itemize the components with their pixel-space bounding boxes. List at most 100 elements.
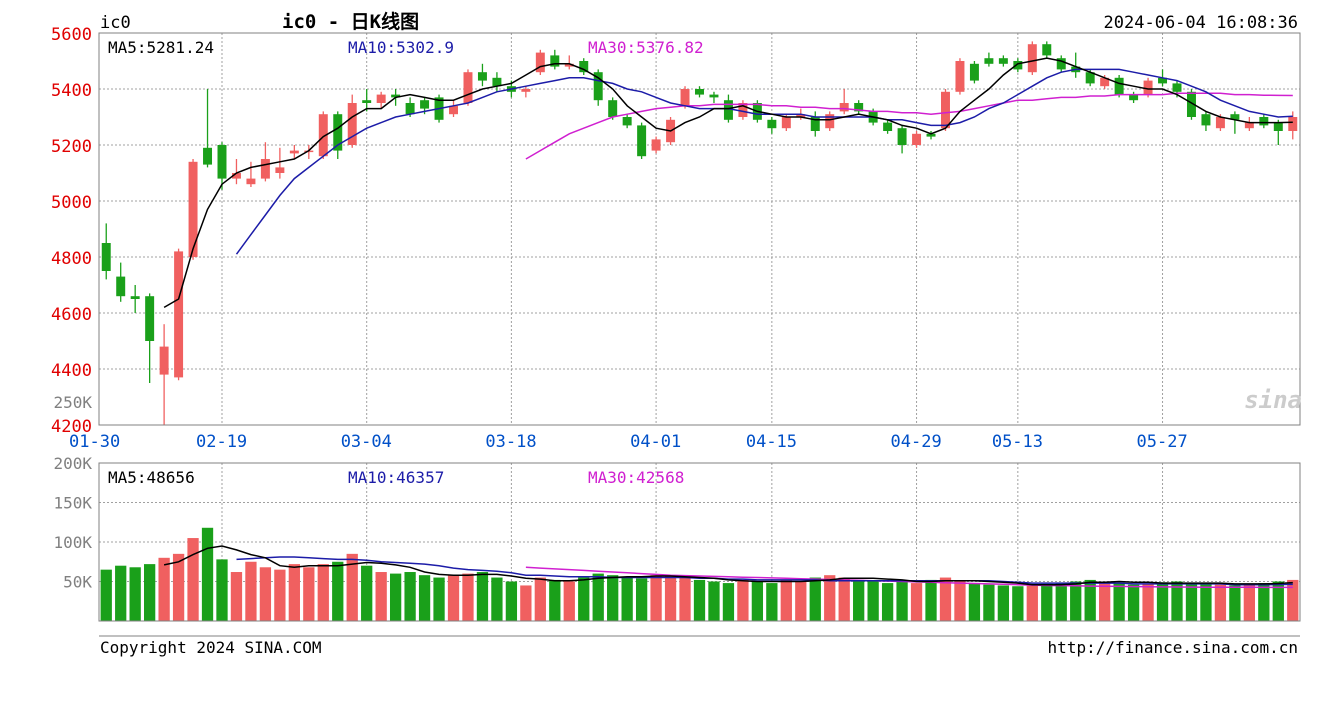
price-ma30-legend: MA30:5376.82 bbox=[588, 38, 704, 57]
candle-body bbox=[1013, 61, 1023, 70]
volume-bar bbox=[259, 567, 272, 621]
volume-bar bbox=[549, 579, 561, 621]
candle-body bbox=[260, 159, 270, 179]
volume-ma5-legend: MA5:48656 bbox=[108, 468, 195, 487]
volume-bar bbox=[1113, 583, 1125, 621]
volume-bar bbox=[867, 581, 879, 621]
price-ma30-line bbox=[525, 92, 1293, 160]
volume-bar bbox=[708, 581, 720, 621]
volume-bar bbox=[332, 561, 344, 621]
copyright-text: Copyright 2024 SINA.COM bbox=[100, 638, 322, 657]
volume-bar bbox=[115, 565, 127, 621]
price-ma10-line bbox=[235, 68, 1293, 255]
candle-body bbox=[550, 55, 560, 67]
candle-body bbox=[362, 100, 372, 103]
candle-body bbox=[767, 119, 777, 129]
volume-bar bbox=[737, 579, 749, 621]
date-tick-label: 04-15 bbox=[746, 432, 797, 452]
volume-bar bbox=[158, 557, 170, 621]
candle-body bbox=[101, 243, 111, 271]
candle-body bbox=[564, 63, 574, 67]
volume-bar bbox=[476, 572, 489, 621]
volume-bar bbox=[896, 581, 908, 621]
price-panel-frame bbox=[98, 32, 1301, 426]
candle-body bbox=[825, 114, 835, 129]
volume-bar bbox=[100, 569, 112, 621]
chart-frames bbox=[98, 32, 1301, 637]
symbol-label: ic0 bbox=[100, 13, 131, 33]
candle-body bbox=[130, 296, 140, 299]
candle-body bbox=[1186, 91, 1196, 117]
candle-body bbox=[289, 150, 299, 154]
volume-bar bbox=[520, 585, 532, 621]
volume-bar bbox=[361, 565, 373, 621]
candle-body bbox=[1273, 122, 1283, 131]
volume-bar bbox=[1156, 582, 1169, 621]
volume-tick-label: 100K bbox=[53, 533, 92, 552]
candle-body bbox=[231, 173, 241, 179]
volume-tick-label: 200K bbox=[53, 454, 92, 473]
volume-bar bbox=[1070, 581, 1082, 621]
volume-bar bbox=[288, 564, 300, 621]
volume-bar bbox=[693, 579, 706, 621]
volume-bar bbox=[216, 559, 228, 621]
candle-body bbox=[1143, 80, 1153, 95]
volume-bar bbox=[954, 581, 966, 621]
candle-body bbox=[1172, 83, 1182, 92]
candle-body bbox=[1259, 117, 1269, 126]
candle-body bbox=[1056, 58, 1066, 70]
price-tick-label: 5400 bbox=[51, 81, 92, 101]
candle-body bbox=[579, 61, 589, 73]
volume-bar bbox=[881, 583, 894, 621]
volume-bar bbox=[809, 577, 821, 621]
candle-body bbox=[159, 346, 169, 375]
watermark-logo: sina bbox=[1244, 386, 1302, 414]
candle-body bbox=[839, 103, 849, 112]
volume-bar bbox=[1243, 583, 1255, 621]
candle-body bbox=[333, 114, 343, 151]
source-url: http://finance.sina.com.cn bbox=[1048, 638, 1298, 657]
volume-bar bbox=[172, 553, 185, 621]
candle-body bbox=[854, 103, 864, 112]
candle-body bbox=[116, 276, 126, 297]
volume-bar bbox=[679, 577, 691, 621]
candle-body bbox=[477, 72, 487, 81]
volume-bar bbox=[1258, 583, 1270, 621]
volume-bar bbox=[664, 575, 677, 621]
date-tick-label: 03-18 bbox=[485, 432, 536, 452]
volume-bar bbox=[1055, 583, 1067, 621]
candle-body bbox=[622, 117, 632, 126]
candle-body bbox=[391, 94, 401, 98]
candle-body bbox=[521, 89, 531, 92]
candle-body bbox=[1129, 94, 1139, 101]
volume-ma30-legend: MA30:42568 bbox=[588, 468, 684, 487]
candle-body bbox=[1201, 114, 1211, 126]
volume-bar bbox=[1099, 581, 1111, 621]
volume-bar bbox=[1171, 581, 1183, 621]
candle-body bbox=[174, 251, 184, 378]
volume-bar bbox=[418, 575, 431, 621]
volume-bar bbox=[1214, 584, 1227, 621]
moving-average-lines bbox=[163, 57, 1293, 589]
candle-body bbox=[246, 178, 256, 185]
volume-bar bbox=[722, 583, 735, 621]
candle-body bbox=[1158, 77, 1168, 84]
price-ma5-line bbox=[163, 57, 1293, 309]
volume-bar bbox=[274, 569, 286, 621]
candle-body bbox=[1042, 44, 1052, 56]
volume-bar bbox=[910, 583, 923, 621]
candle-body bbox=[1085, 72, 1095, 84]
candle-body bbox=[897, 128, 907, 145]
volume-bar bbox=[1084, 579, 1096, 621]
volume-bar bbox=[462, 573, 474, 621]
volume-ma10-legend: MA10:46357 bbox=[348, 468, 444, 487]
volume-bar bbox=[1287, 579, 1299, 621]
volume-bar bbox=[317, 564, 329, 621]
volume-bar bbox=[245, 561, 257, 621]
volume-bar bbox=[780, 579, 792, 621]
volume-bar bbox=[563, 581, 575, 621]
volume-bar bbox=[129, 567, 141, 621]
candle-body bbox=[1100, 77, 1110, 87]
volume-bar bbox=[968, 583, 981, 621]
date-tick-label: 05-27 bbox=[1137, 432, 1188, 452]
